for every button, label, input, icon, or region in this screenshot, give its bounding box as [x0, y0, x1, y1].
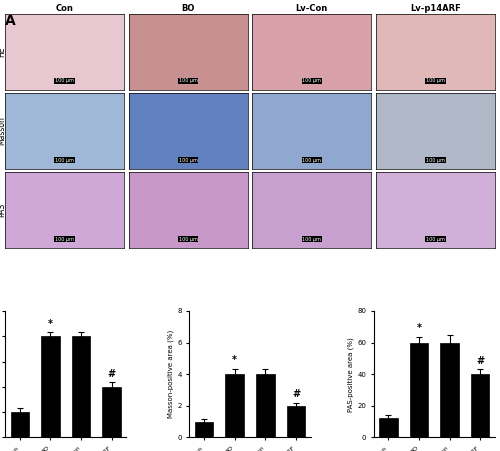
Bar — [471, 374, 490, 437]
Text: 100 μm: 100 μm — [178, 157, 198, 162]
Title: Lv-Con: Lv-Con — [296, 4, 328, 13]
Text: 100 μm: 100 μm — [426, 78, 445, 83]
Text: 100 μm: 100 μm — [302, 157, 322, 162]
Text: 100 μm: 100 μm — [178, 237, 198, 242]
Y-axis label: HE: HE — [0, 46, 6, 57]
Text: 100 μm: 100 μm — [55, 78, 74, 83]
Text: *: * — [232, 355, 237, 365]
Title: Lv-p14ARF: Lv-p14ARF — [410, 4, 461, 13]
Y-axis label: Masson: Masson — [0, 116, 6, 145]
Y-axis label: Masson-positive area (%): Masson-positive area (%) — [168, 330, 174, 418]
Text: *: * — [48, 318, 53, 329]
Bar — [41, 336, 60, 437]
Text: #: # — [476, 356, 484, 366]
Bar — [410, 342, 428, 437]
Bar — [256, 374, 274, 437]
Bar — [226, 374, 244, 437]
Y-axis label: PAS: PAS — [0, 202, 6, 217]
Title: BO: BO — [182, 4, 195, 13]
Text: 100 μm: 100 μm — [426, 237, 445, 242]
Bar — [195, 422, 213, 437]
Title: Con: Con — [56, 4, 74, 13]
Text: *: * — [416, 323, 422, 333]
Bar — [10, 412, 29, 437]
Text: A: A — [5, 14, 16, 28]
Text: 100 μm: 100 μm — [178, 78, 198, 83]
Text: #: # — [292, 389, 300, 399]
Bar — [440, 342, 459, 437]
Bar — [72, 336, 90, 437]
Text: 100 μm: 100 μm — [55, 157, 74, 162]
Text: #: # — [108, 368, 116, 378]
Text: 100 μm: 100 μm — [302, 237, 322, 242]
Y-axis label: PAS-positive area (%): PAS-positive area (%) — [348, 337, 354, 412]
Bar — [379, 419, 398, 437]
Text: 100 μm: 100 μm — [426, 157, 445, 162]
Text: 100 μm: 100 μm — [302, 78, 322, 83]
Bar — [102, 387, 121, 437]
Bar — [287, 406, 305, 437]
Text: 100 μm: 100 μm — [55, 237, 74, 242]
